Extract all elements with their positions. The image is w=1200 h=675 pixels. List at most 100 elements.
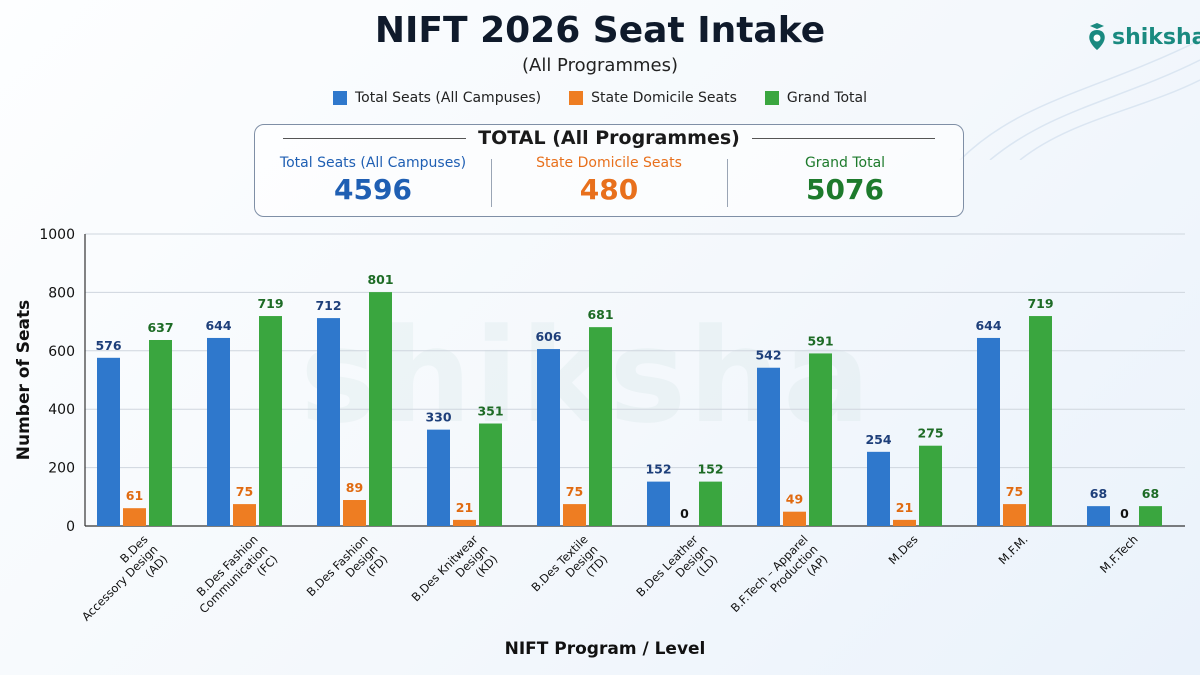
bar-total-seats — [97, 357, 120, 526]
bar-total-seats — [207, 337, 230, 526]
bar-state-domicile — [453, 519, 476, 526]
bar-total-seats — [977, 337, 1000, 526]
summary-divider-left — [283, 137, 467, 139]
bar-total-seats — [867, 451, 890, 526]
data-label-state-domicile: 21 — [456, 500, 473, 515]
summary-total-seats: Total Seats (All Campuses) 4596 — [255, 155, 491, 206]
data-label-grand-total: 719 — [1027, 296, 1053, 311]
bar-grand-total — [699, 481, 722, 526]
shiksha-logo-text: shiksha — [1112, 24, 1200, 50]
bar-state-domicile — [783, 511, 806, 526]
data-label-state-domicile: 75 — [236, 484, 253, 499]
bar-grand-total — [589, 327, 612, 526]
x-tick-label: M.F.Tech — [1097, 532, 1141, 576]
x-tick-label-line: M.Des — [886, 532, 921, 567]
bar-state-domicile — [123, 508, 146, 526]
bar-grand-total — [479, 423, 502, 526]
y-tick-label: 0 — [66, 519, 75, 535]
decorative-wave — [959, 39, 1200, 160]
y-tick-label: 600 — [48, 344, 75, 360]
summary-divider-right — [751, 137, 936, 139]
data-label-state-domicile: 75 — [566, 484, 583, 499]
legend-swatch-total-seats — [332, 91, 347, 105]
legend-label-grand-total: Grand Total — [786, 90, 868, 106]
bar-state-domicile — [233, 504, 256, 526]
bar-state-domicile — [343, 500, 366, 526]
bar-total-seats — [427, 429, 450, 526]
legend-item-grand-total: Grand Total — [764, 90, 868, 106]
y-axis-title: Number of Seats — [14, 300, 34, 461]
data-label-total-seats: 644 — [975, 318, 1001, 333]
legend-item-state-domicile: State Domicile Seats — [569, 90, 737, 106]
summary-state-domicile-label: State Domicile Seats — [536, 155, 682, 171]
chart-subtitle: (All Programmes) — [521, 55, 678, 76]
summary-state-domicile-value: 480 — [579, 173, 639, 206]
data-label-total-seats: 542 — [755, 348, 781, 363]
bar-state-domicile — [893, 519, 916, 526]
bar-grand-total — [369, 292, 392, 526]
chart-legend: Total Seats (All Campuses) State Domicil… — [0, 90, 1200, 106]
bar-total-seats — [647, 481, 670, 526]
data-label-grand-total: 351 — [477, 404, 503, 419]
data-label-state-domicile: 0 — [680, 506, 689, 521]
summary-columns: Total Seats (All Campuses) 4596 State Do… — [255, 155, 963, 207]
legend-label-total-seats: Total Seats (All Campuses) — [354, 90, 542, 106]
data-label-grand-total: 719 — [257, 296, 283, 311]
bar-state-domicile — [563, 504, 586, 526]
summary-state-domicile: State Domicile Seats 480 — [491, 155, 727, 207]
y-tick-label: 200 — [48, 461, 75, 477]
summary-title: TOTAL (All Programmes) — [478, 127, 740, 149]
bar-total-seats — [1087, 506, 1110, 526]
data-label-total-seats: 330 — [425, 410, 451, 425]
summary-grand-total-value: 5076 — [806, 173, 884, 206]
x-axis-title: NIFT Program / Level — [505, 639, 706, 659]
bar-grand-total — [809, 353, 832, 526]
legend-label-state-domicile: State Domicile Seats — [591, 90, 737, 106]
data-label-grand-total: 637 — [147, 320, 173, 335]
x-tick-label-line: M.F.Tech — [1097, 532, 1141, 576]
data-label-state-domicile: 89 — [346, 480, 363, 495]
bar-grand-total — [149, 339, 172, 526]
y-tick-label: 400 — [48, 402, 75, 418]
summary-total-seats-value: 4596 — [334, 173, 412, 206]
data-label-total-seats: 606 — [535, 329, 561, 344]
totals-summary-box: TOTAL (All Programmes) Total Seats (All … — [254, 124, 964, 217]
data-label-total-seats: 712 — [315, 298, 341, 313]
data-label-total-seats: 68 — [1090, 486, 1107, 501]
bar-grand-total — [1139, 506, 1162, 526]
data-label-state-domicile: 49 — [786, 492, 803, 507]
data-label-total-seats: 152 — [645, 462, 671, 477]
shiksha-logo-icon — [1089, 23, 1105, 50]
bar-total-seats — [317, 318, 340, 526]
data-label-state-domicile: 0 — [1120, 506, 1129, 521]
chart-title: NIFT 2026 Seat Intake — [374, 10, 826, 51]
data-label-grand-total: 68 — [1142, 486, 1159, 501]
y-tick-label: 800 — [48, 285, 75, 301]
data-label-state-domicile: 75 — [1006, 484, 1023, 499]
bar-grand-total — [1029, 316, 1052, 526]
data-label-grand-total: 275 — [917, 426, 943, 441]
bar-state-domicile — [1003, 504, 1026, 526]
data-label-state-domicile: 21 — [896, 500, 913, 515]
data-label-total-seats: 576 — [95, 338, 121, 353]
data-label-state-domicile: 61 — [126, 488, 143, 503]
legend-swatch-state-domicile — [569, 91, 584, 105]
x-tick-label: M.Des — [886, 532, 921, 567]
data-label-grand-total: 591 — [807, 333, 833, 348]
bar-total-seats — [757, 367, 780, 526]
data-label-grand-total: 801 — [367, 272, 393, 287]
x-tick-label: M.F.M. — [996, 532, 1031, 567]
data-label-grand-total: 681 — [587, 307, 613, 322]
bar-grand-total — [259, 316, 282, 526]
legend-swatch-grand-total — [764, 91, 779, 105]
shiksha-logo[interactable]: shiksha — [1084, 22, 1200, 52]
summary-total-seats-label: Total Seats (All Campuses) — [279, 155, 467, 171]
